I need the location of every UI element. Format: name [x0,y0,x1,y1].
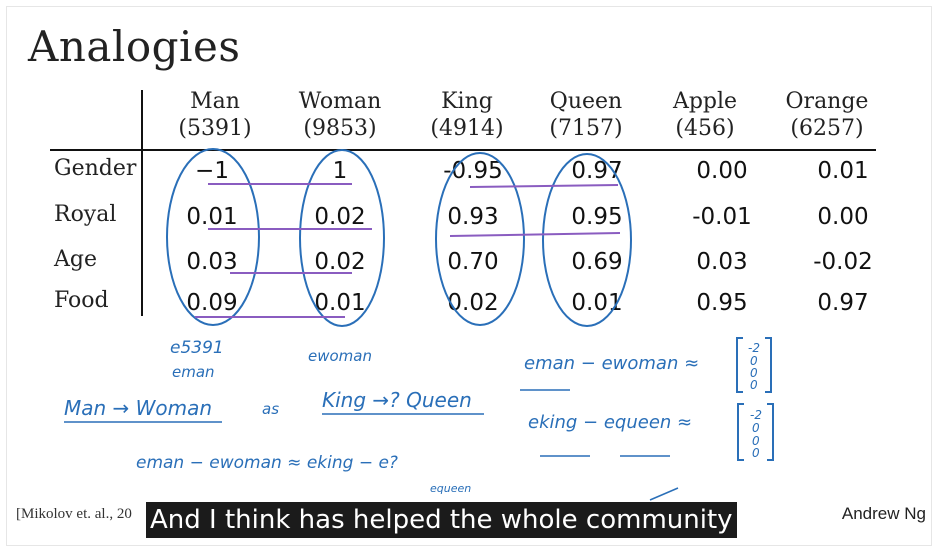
table-horizontal-rule [50,149,876,151]
column-index: (5391) [178,116,252,141]
column-index: (456) [675,116,735,141]
author-name: Andrew Ng [841,504,926,523]
table-cell: 0.09 [186,290,238,316]
column-header-king: King (4914) [412,88,522,142]
video-caption: And I think has helped the whole communi… [146,502,737,538]
table-cell: 0.02 [314,204,366,230]
table-cell: 0.01 [817,158,869,184]
table-cell: 0.01 [314,290,366,316]
row-label-gender: Gender [54,156,137,181]
citation: [Mikolov et. al., 20 [16,506,132,522]
table-cell: 0.03 [696,249,748,275]
table-cell: -0.95 [443,158,503,184]
table-cell: 0.95 [696,290,748,316]
column-name: Apple [672,89,738,114]
column-header-orange: Orange (6257) [772,88,882,142]
column-index: (9853) [303,116,377,141]
table-cell: 0.01 [186,204,238,230]
table-cell: 0.93 [447,204,499,230]
column-name: Queen [549,89,623,114]
table-cell: 0.97 [817,290,869,316]
slide-title: Analogies [28,22,241,71]
table-cell: 0.02 [314,249,366,275]
table-cell: −1 [195,158,229,184]
table-cell: 0.95 [571,204,623,230]
table-cell: 0.02 [447,290,499,316]
row-label-food: Food [54,288,109,313]
table-cell: -0.02 [813,249,873,275]
column-index: (7157) [549,116,623,141]
column-name: Woman [298,89,382,114]
table-cell: -0.01 [692,204,752,230]
column-name: King [441,89,493,114]
table-cell: 0.70 [447,249,499,275]
row-label-royal: Royal [54,202,117,227]
embedding-table: Man (5391) Woman (9853) King (4914) Quee… [50,88,880,328]
table-cell: 0.01 [571,290,623,316]
table-cell: 0.97 [571,158,623,184]
column-index: (6257) [790,116,864,141]
table-cell: 0.03 [186,249,238,275]
row-label-age: Age [54,247,97,272]
column-header-man: Man (5391) [160,88,270,142]
column-index: (4914) [430,116,504,141]
table-cell: 1 [332,158,348,184]
column-header-queen: Queen (7157) [531,88,641,142]
column-name: Orange [785,89,869,114]
column-header-woman: Woman (9853) [285,88,395,142]
table-vertical-rule [141,90,143,316]
table-cell: 0.69 [571,249,623,275]
column-header-apple: Apple (456) [650,88,760,142]
table-cell: 0.00 [696,158,748,184]
table-cell: 0.00 [817,204,869,230]
column-name: Man [190,89,240,114]
slide-frame [6,6,932,546]
